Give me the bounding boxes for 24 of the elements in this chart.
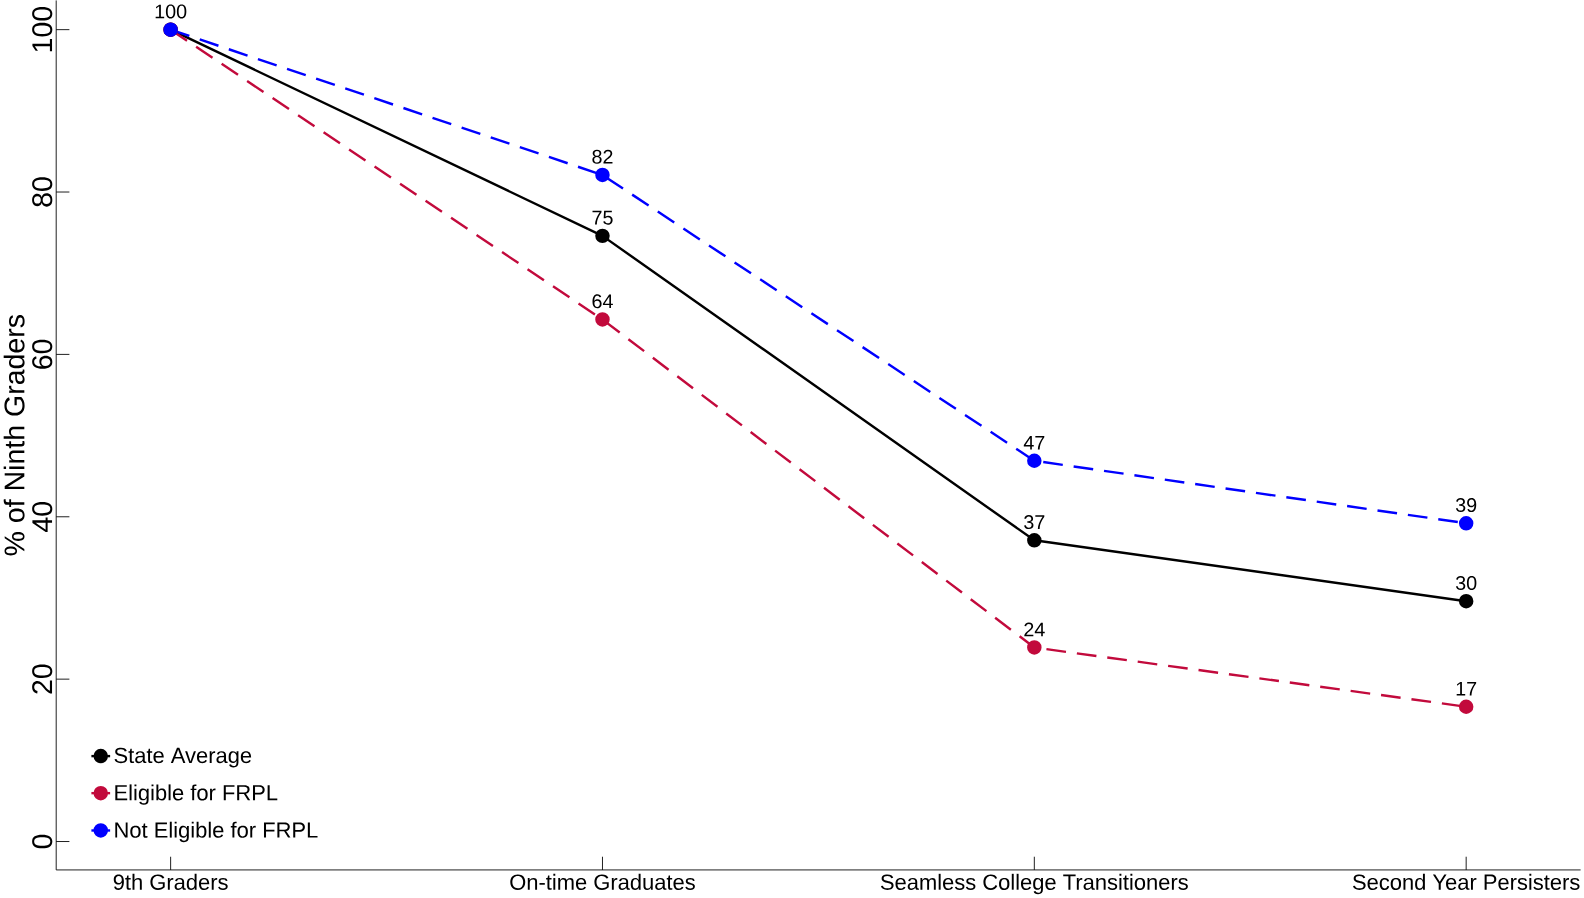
legend-label: State Average xyxy=(114,747,252,768)
data-label: 17 xyxy=(1456,681,1477,696)
data-label: 24 xyxy=(1024,622,1045,637)
y-tick-label: 40 xyxy=(32,502,53,533)
data-label: 47 xyxy=(1023,436,1045,450)
data-label: 39 xyxy=(1455,498,1477,513)
data-label: 64 xyxy=(592,294,613,309)
data-label: 82 xyxy=(592,149,613,164)
y-tick-label: 80 xyxy=(32,177,53,207)
y-axis-title: % of Ninth Graders xyxy=(3,315,25,556)
data-label: 75 xyxy=(592,210,613,225)
data-label: 100 xyxy=(155,4,187,19)
x-tick-label: On-time Graduates xyxy=(510,873,695,890)
y-tick-label: 100 xyxy=(32,7,53,52)
data-label: 30 xyxy=(1455,576,1477,591)
y-tick-label: 20 xyxy=(32,664,53,694)
legend-label: Eligible for FRPL xyxy=(115,784,278,805)
legend-label: Not Eligible for FRPL xyxy=(115,821,318,843)
y-tick-label: 60 xyxy=(32,339,53,369)
x-tick-label: Second Year Persisters xyxy=(1352,873,1580,890)
x-tick-label: 9th Graders xyxy=(113,873,228,890)
y-tick-label: 0 xyxy=(32,834,53,849)
data-label: 37 xyxy=(1024,515,1045,530)
x-tick-label: Seamless College Transitioners xyxy=(880,873,1188,895)
